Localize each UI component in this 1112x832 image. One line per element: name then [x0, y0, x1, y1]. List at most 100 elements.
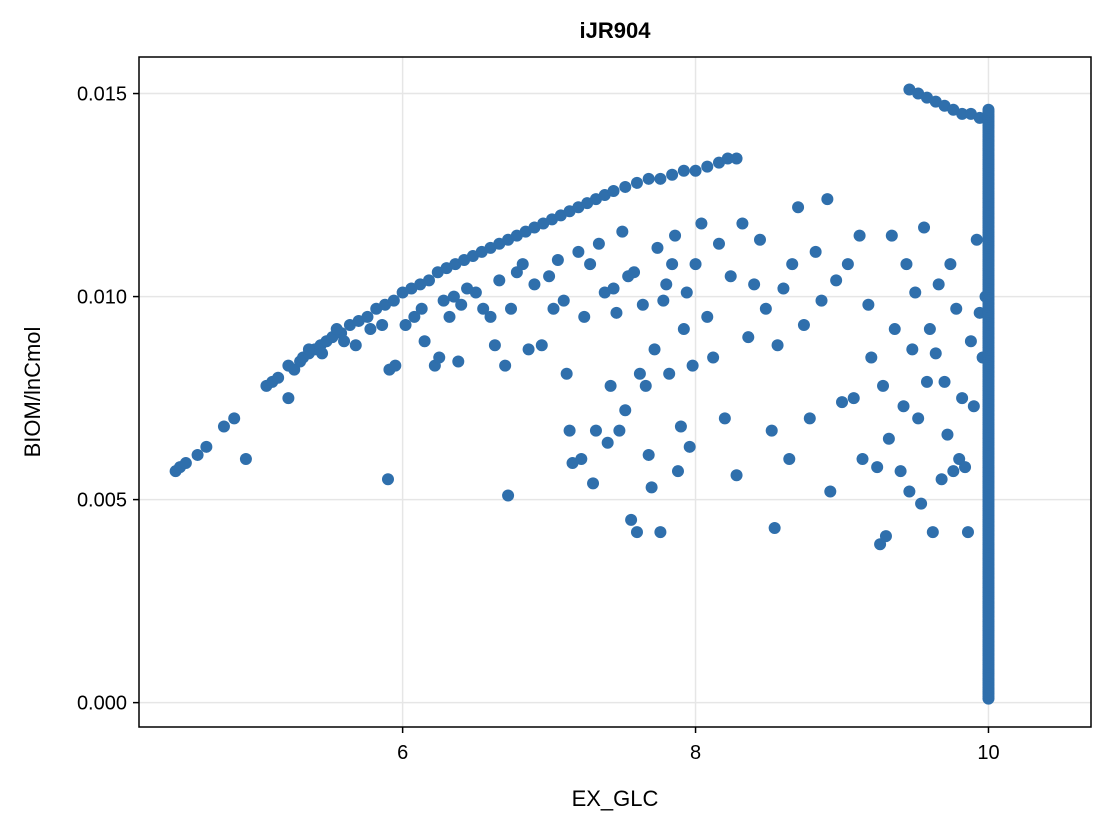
data-point — [786, 258, 799, 271]
data-point — [695, 217, 708, 230]
data-point — [272, 371, 285, 384]
data-point — [282, 359, 295, 372]
data-point — [783, 453, 796, 465]
data-point — [376, 319, 389, 331]
data-point — [777, 282, 790, 295]
data-point — [607, 185, 620, 197]
data-point — [217, 420, 230, 433]
data-point — [920, 375, 933, 388]
data-point — [950, 302, 963, 315]
data-point — [730, 152, 743, 165]
data-point — [302, 343, 315, 356]
data-point — [364, 323, 377, 336]
data-point — [505, 302, 518, 315]
data-point — [959, 461, 972, 474]
data-point — [437, 294, 450, 307]
data-point — [918, 221, 931, 234]
data-point — [836, 396, 849, 409]
data-point — [239, 453, 252, 465]
data-point — [547, 302, 560, 315]
data-point — [399, 319, 412, 331]
data-point — [677, 323, 690, 336]
data-point — [663, 367, 676, 380]
data-point — [903, 485, 916, 498]
data-point — [938, 375, 951, 388]
data-point — [759, 302, 772, 315]
data-point — [418, 335, 431, 348]
data-point — [707, 351, 720, 364]
data-point — [455, 298, 468, 311]
data-point — [654, 172, 667, 185]
data-point — [923, 323, 936, 336]
data-point — [607, 282, 620, 295]
data-point — [499, 359, 512, 372]
data-point — [724, 270, 737, 283]
data-point — [683, 440, 696, 453]
data-point — [657, 294, 670, 307]
data-point — [630, 176, 643, 189]
data-point — [452, 355, 465, 368]
data-point — [956, 107, 969, 120]
data-point — [871, 461, 884, 474]
data-points — [169, 83, 995, 705]
data-point — [381, 473, 394, 486]
data-point — [803, 412, 816, 425]
data-point — [853, 229, 866, 242]
data-point — [671, 465, 684, 478]
data-point — [982, 103, 995, 116]
data-point — [847, 392, 860, 405]
chart-title: iJR904 — [580, 18, 652, 43]
data-point — [879, 530, 892, 543]
data-point — [686, 359, 699, 372]
data-point — [885, 229, 898, 242]
data-point — [443, 310, 456, 323]
data-point — [200, 440, 213, 453]
data-point — [551, 254, 564, 267]
data-point — [841, 258, 854, 271]
data-point — [862, 298, 875, 311]
data-point — [912, 412, 925, 425]
data-point — [674, 420, 687, 433]
data-point — [935, 473, 948, 486]
data-point — [654, 526, 667, 539]
data-point — [742, 331, 755, 344]
data-point — [666, 168, 679, 181]
data-point — [484, 310, 497, 323]
data-point — [389, 359, 402, 372]
data-point — [516, 258, 529, 271]
y-tick-label: 0.010 — [77, 287, 127, 309]
data-point — [944, 258, 957, 271]
data-point — [619, 180, 632, 193]
data-point — [349, 339, 362, 352]
data-point — [792, 201, 805, 214]
data-point — [888, 323, 901, 336]
data-point — [557, 294, 570, 307]
axis-ticks: 6 8 10 0.000 0.005 0.010 0.015 — [77, 84, 1000, 764]
data-point — [228, 412, 241, 425]
data-point — [422, 274, 435, 287]
data-point — [639, 379, 652, 392]
data-point — [909, 286, 922, 299]
data-point — [628, 266, 641, 279]
data-point — [680, 286, 693, 299]
y-tick-label: 0.015 — [77, 84, 127, 106]
data-point — [592, 237, 605, 250]
data-point — [809, 245, 822, 258]
y-tick-label: 0.000 — [77, 693, 127, 715]
x-tick-label: 10 — [977, 742, 999, 764]
data-point — [865, 351, 878, 364]
data-point — [578, 310, 591, 323]
data-point — [677, 164, 690, 177]
data-point — [619, 404, 632, 417]
data-point — [408, 310, 421, 323]
data-point — [718, 412, 731, 425]
data-point — [589, 424, 602, 437]
data-point — [915, 497, 928, 510]
data-point — [956, 392, 969, 405]
data-point — [648, 343, 661, 356]
data-point — [415, 302, 428, 315]
data-point — [469, 286, 482, 299]
data-point — [961, 526, 974, 539]
data-point — [604, 379, 617, 392]
